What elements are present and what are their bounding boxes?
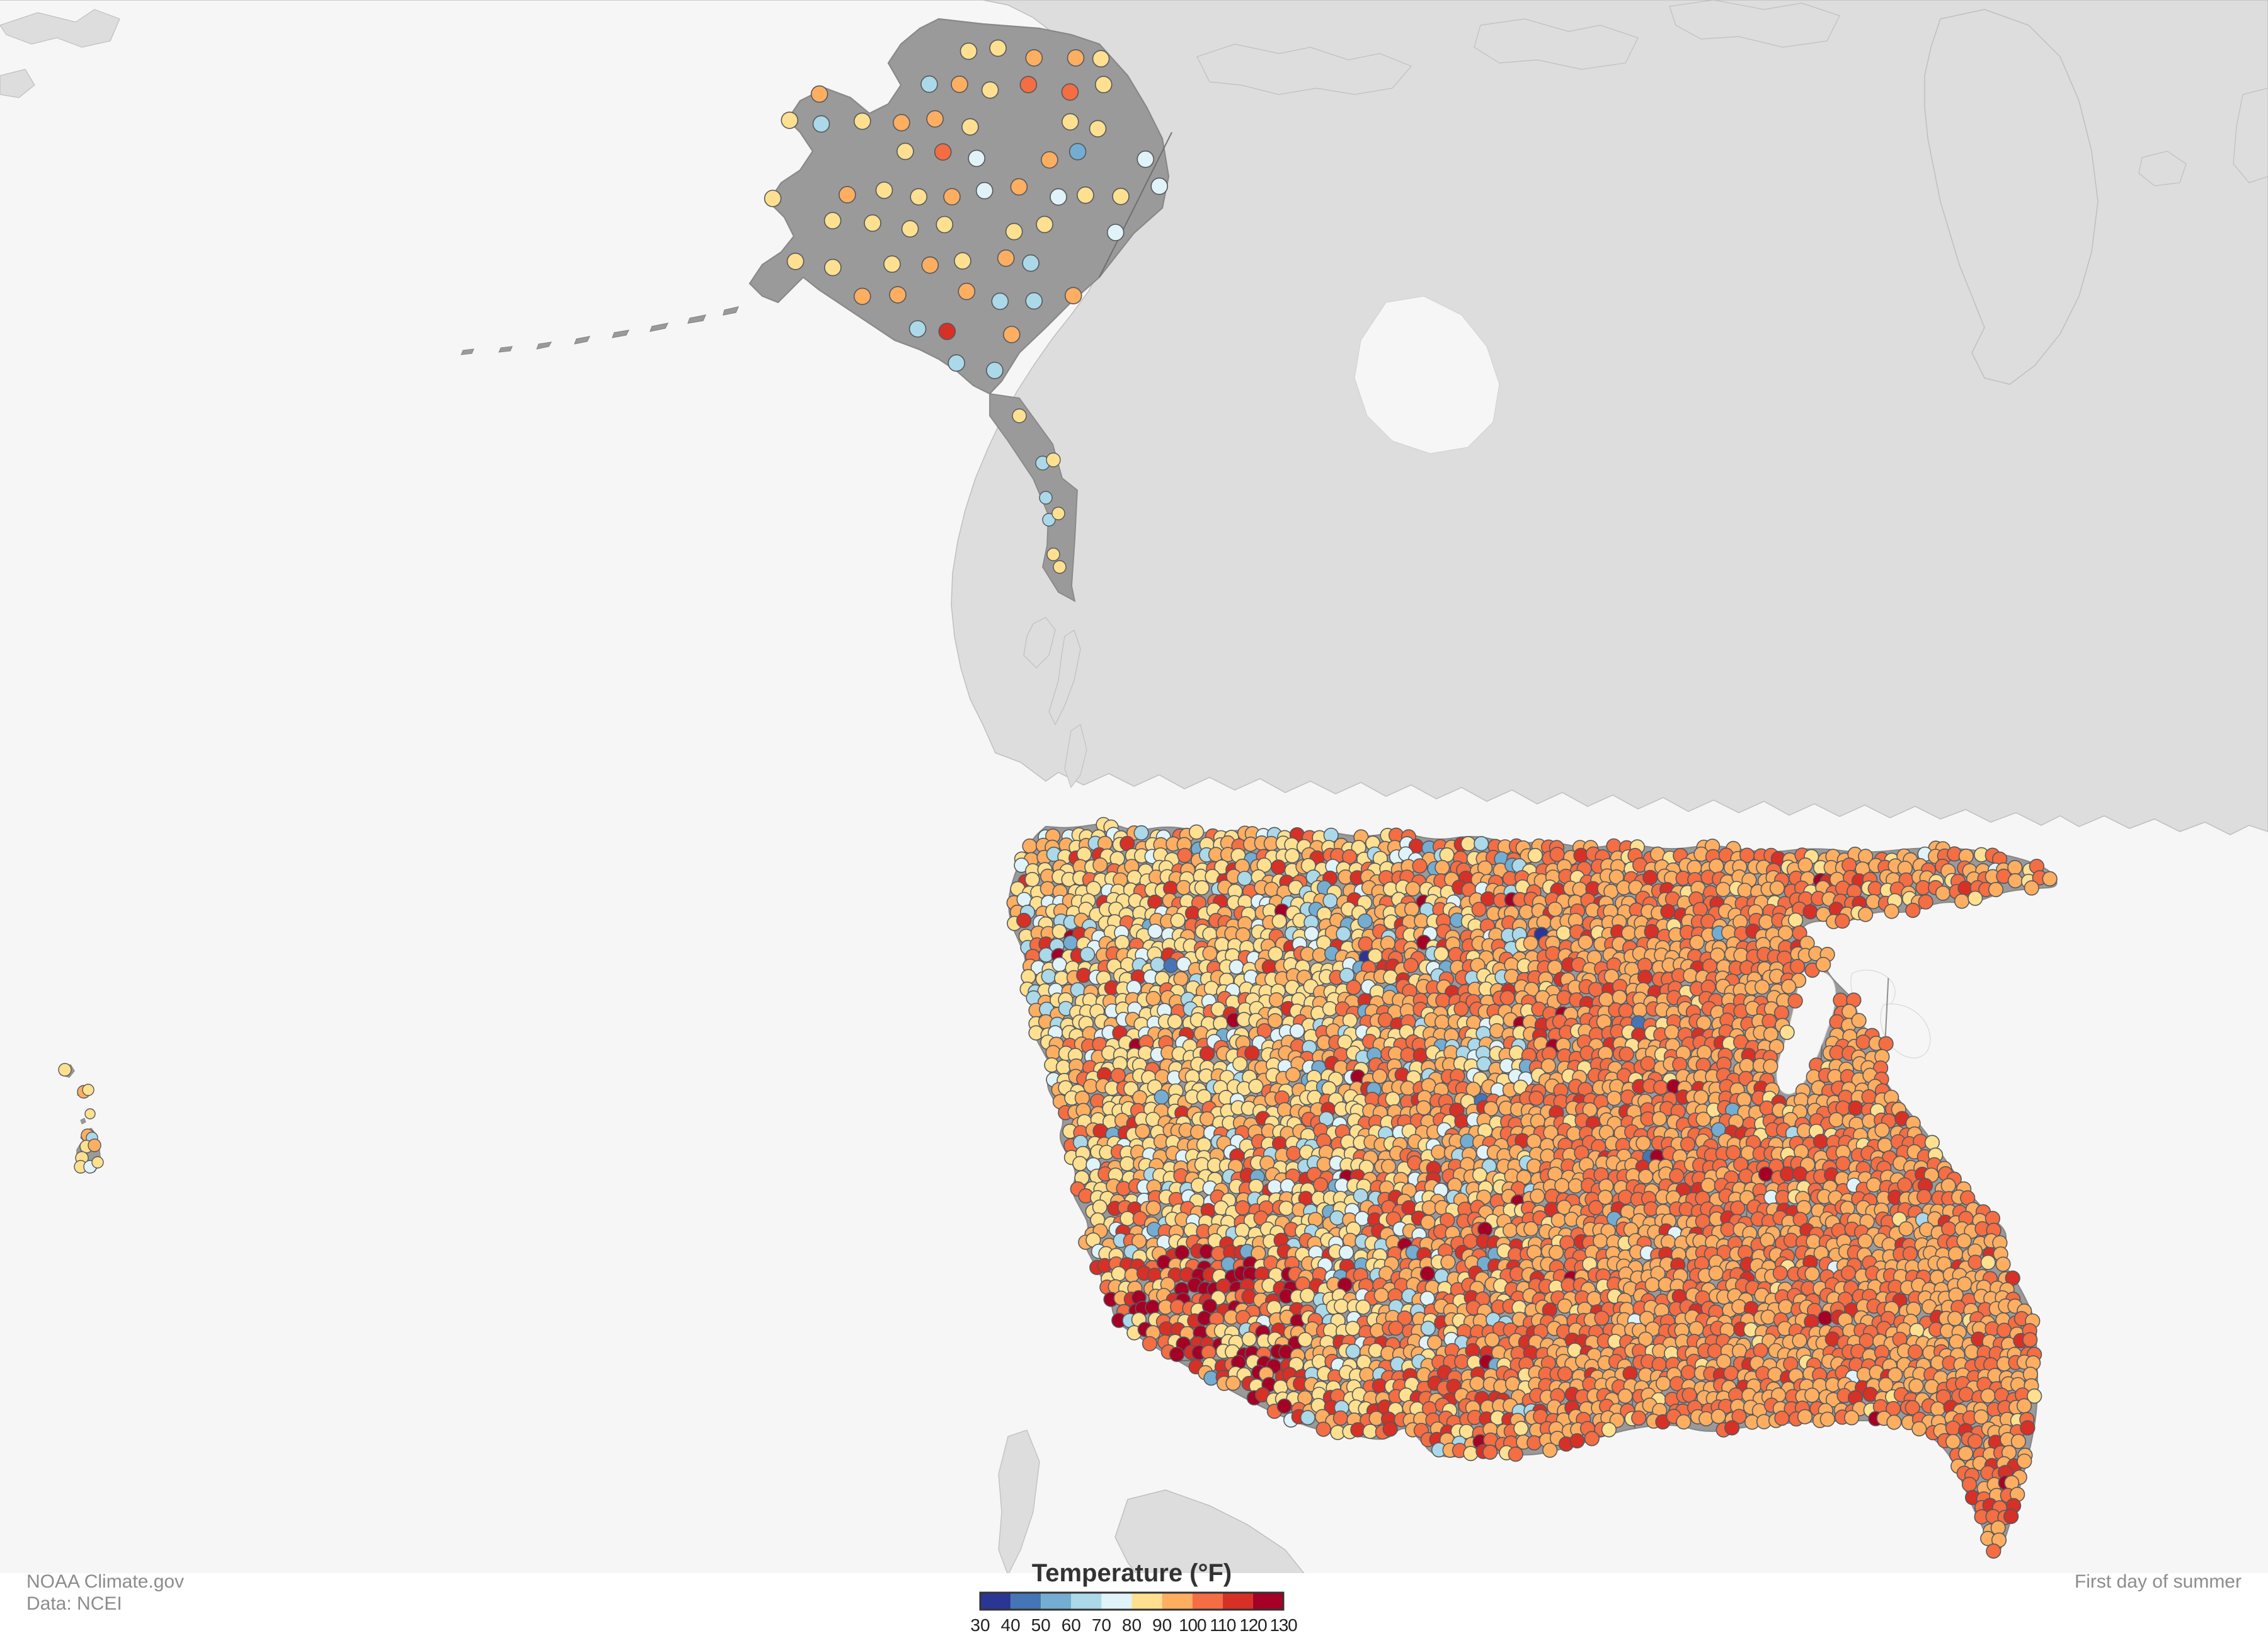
- svg-text:NOAA Climate.gov: NOAA Climate.gov: [26, 1571, 184, 1592]
- svg-text:First day of summer: First day of summer: [2075, 1571, 2242, 1592]
- svg-text:Temperature (°F): Temperature (°F): [1032, 1559, 1232, 1587]
- svg-text:60: 60: [1062, 1615, 1081, 1635]
- svg-text:80: 80: [1122, 1615, 1142, 1635]
- svg-text:90: 90: [1152, 1615, 1172, 1635]
- svg-text:120: 120: [1239, 1615, 1267, 1635]
- svg-text:70: 70: [1092, 1615, 1111, 1635]
- svg-text:30: 30: [970, 1615, 990, 1635]
- svg-text:Data: NCEI: Data: NCEI: [26, 1593, 122, 1614]
- svg-text:110: 110: [1210, 1615, 1236, 1635]
- svg-text:130: 130: [1269, 1615, 1297, 1635]
- svg-text:40: 40: [1001, 1615, 1021, 1635]
- svg-text:50: 50: [1031, 1615, 1051, 1635]
- svg-text:100: 100: [1179, 1615, 1206, 1635]
